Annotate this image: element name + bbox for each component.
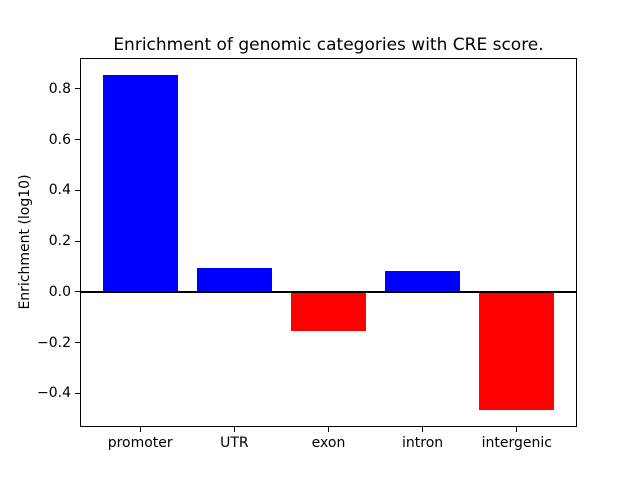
- bar-promoter: [102, 74, 178, 292]
- bar-intergenic: [479, 291, 555, 410]
- chart-title: Enrichment of genomic categories with CR…: [113, 35, 544, 55]
- ytick-mark: [75, 88, 80, 90]
- xtick-label-UTR: UTR: [220, 435, 249, 451]
- ytick-mark: [75, 342, 80, 343]
- ytick-label-−0.4: −0.4: [37, 385, 71, 402]
- xtick-label-intergenic: intergenic: [481, 435, 552, 451]
- xtick-mark: [328, 427, 329, 432]
- ytick-mark: [75, 240, 80, 242]
- zero-line: [80, 290, 577, 293]
- ytick-mark: [75, 291, 80, 293]
- xtick-label-intron: intron: [402, 435, 444, 451]
- xtick-mark: [139, 427, 141, 432]
- ytick-mark: [75, 392, 80, 394]
- ytick-label-0.6: 0.6: [48, 131, 71, 148]
- ytick-label-−0.2: −0.2: [37, 334, 71, 351]
- bar-UTR: [196, 268, 272, 292]
- bar-exon: [290, 291, 367, 331]
- xtick-label-promoter: promoter: [107, 435, 173, 451]
- ytick-label-0.8: 0.8: [48, 80, 71, 97]
- ytick-label-0.2: 0.2: [48, 233, 71, 249]
- ytick-mark: [75, 189, 80, 191]
- xtick-mark: [422, 427, 424, 432]
- xtick-mark: [233, 427, 235, 432]
- xtick-label-exon: exon: [311, 435, 346, 451]
- ytick-label-0.4: 0.4: [48, 182, 71, 199]
- ytick-label-0.0: 0.0: [48, 283, 71, 300]
- ytick-mark: [75, 139, 80, 140]
- bar-intron: [385, 271, 461, 292]
- xtick-mark: [516, 427, 518, 432]
